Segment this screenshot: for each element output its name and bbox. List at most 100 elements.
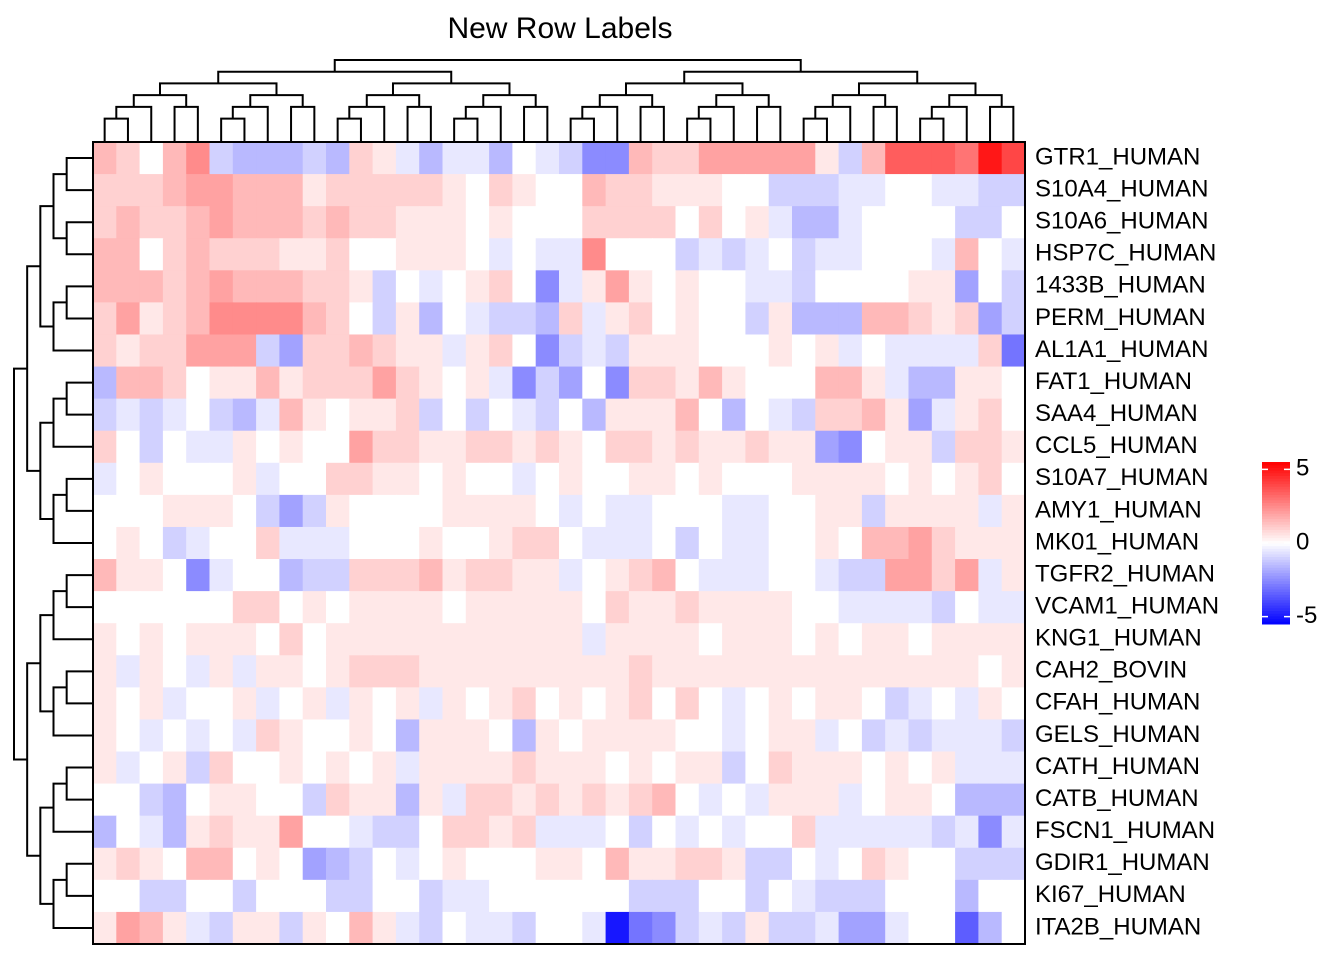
cell xyxy=(628,751,653,785)
cell xyxy=(628,302,653,336)
colorbar-step xyxy=(1262,564,1290,568)
cell xyxy=(395,815,420,849)
cell xyxy=(768,783,793,817)
dendrogram-branch xyxy=(52,590,93,641)
cell xyxy=(326,623,350,656)
cell xyxy=(978,174,1003,207)
cell xyxy=(489,494,513,528)
cell xyxy=(139,366,164,400)
cell xyxy=(931,526,956,560)
cell xyxy=(93,174,117,207)
cell xyxy=(232,687,257,721)
cell xyxy=(442,879,467,913)
cell xyxy=(279,911,304,945)
cell xyxy=(815,719,840,753)
cell xyxy=(838,879,863,913)
row-label: ITA2B_HUMAN xyxy=(1035,913,1201,940)
cell xyxy=(302,398,327,432)
cell xyxy=(116,847,141,881)
cell xyxy=(792,430,816,464)
dendrogram-branch xyxy=(814,105,852,142)
cell xyxy=(256,591,280,624)
cell xyxy=(489,462,513,496)
cell xyxy=(722,238,746,271)
cell xyxy=(582,655,607,688)
cell xyxy=(419,494,444,528)
cell xyxy=(838,751,863,785)
cell xyxy=(349,719,374,753)
cell xyxy=(116,462,141,496)
colorbar-step xyxy=(1262,518,1290,522)
cell xyxy=(838,559,863,592)
cell xyxy=(186,815,211,849)
cell xyxy=(605,302,630,336)
cell xyxy=(419,879,444,913)
cell xyxy=(652,591,677,624)
cell xyxy=(675,174,700,207)
cell xyxy=(465,591,490,624)
cell xyxy=(582,815,607,849)
dendrogram-branch xyxy=(65,285,93,320)
cell xyxy=(745,847,770,881)
cell xyxy=(116,655,141,688)
cell xyxy=(605,334,630,368)
cell xyxy=(559,879,583,913)
cell xyxy=(582,847,607,881)
cell xyxy=(465,559,490,592)
colorbar-step xyxy=(1262,578,1290,582)
cell xyxy=(442,462,467,496)
dendrogram-branch xyxy=(391,82,511,96)
cell xyxy=(745,623,770,656)
cell xyxy=(419,847,444,881)
cell xyxy=(978,591,1003,624)
cell xyxy=(931,879,956,913)
cell xyxy=(908,526,933,560)
cell xyxy=(93,559,117,592)
cell xyxy=(372,366,397,400)
cell xyxy=(885,911,910,945)
row-label: CFAH_HUMAN xyxy=(1035,689,1200,716)
cell xyxy=(349,494,374,528)
cell xyxy=(605,879,630,913)
cell xyxy=(559,591,583,624)
cell xyxy=(372,494,397,528)
dendrogram-branch xyxy=(13,367,28,761)
cell xyxy=(326,687,350,721)
cell xyxy=(279,751,304,785)
cell xyxy=(419,591,444,624)
row-label: FSCN1_HUMAN xyxy=(1035,817,1215,844)
cell xyxy=(139,591,164,624)
cell xyxy=(955,174,979,207)
cell xyxy=(861,206,886,239)
cell xyxy=(209,911,234,945)
cell xyxy=(815,815,840,849)
cell xyxy=(559,687,583,721)
cell xyxy=(535,911,560,945)
cell xyxy=(675,655,700,688)
cell xyxy=(745,559,770,592)
row-label: CATH_HUMAN xyxy=(1035,753,1200,780)
cell xyxy=(209,142,234,175)
cell xyxy=(861,783,886,817)
cell xyxy=(908,591,933,624)
cell xyxy=(1001,142,1026,175)
cell xyxy=(139,462,164,496)
colorbar-step xyxy=(1262,529,1290,533)
cell xyxy=(93,270,117,303)
cell xyxy=(93,366,117,400)
colorbar-step xyxy=(1262,570,1290,574)
dendrogram-branch xyxy=(65,574,93,609)
dendrogram-branch xyxy=(231,105,269,142)
cell xyxy=(535,815,560,849)
cell xyxy=(512,687,537,721)
cell xyxy=(535,366,560,400)
colorbar-step xyxy=(1262,599,1290,603)
cell xyxy=(93,302,117,336)
colorbar-step xyxy=(1262,491,1290,495)
cell xyxy=(349,174,374,207)
cell xyxy=(1001,847,1026,881)
row-label: FAT1_HUMAN xyxy=(1035,368,1192,395)
cell xyxy=(186,142,211,175)
cell xyxy=(302,815,327,849)
cell xyxy=(465,751,490,785)
